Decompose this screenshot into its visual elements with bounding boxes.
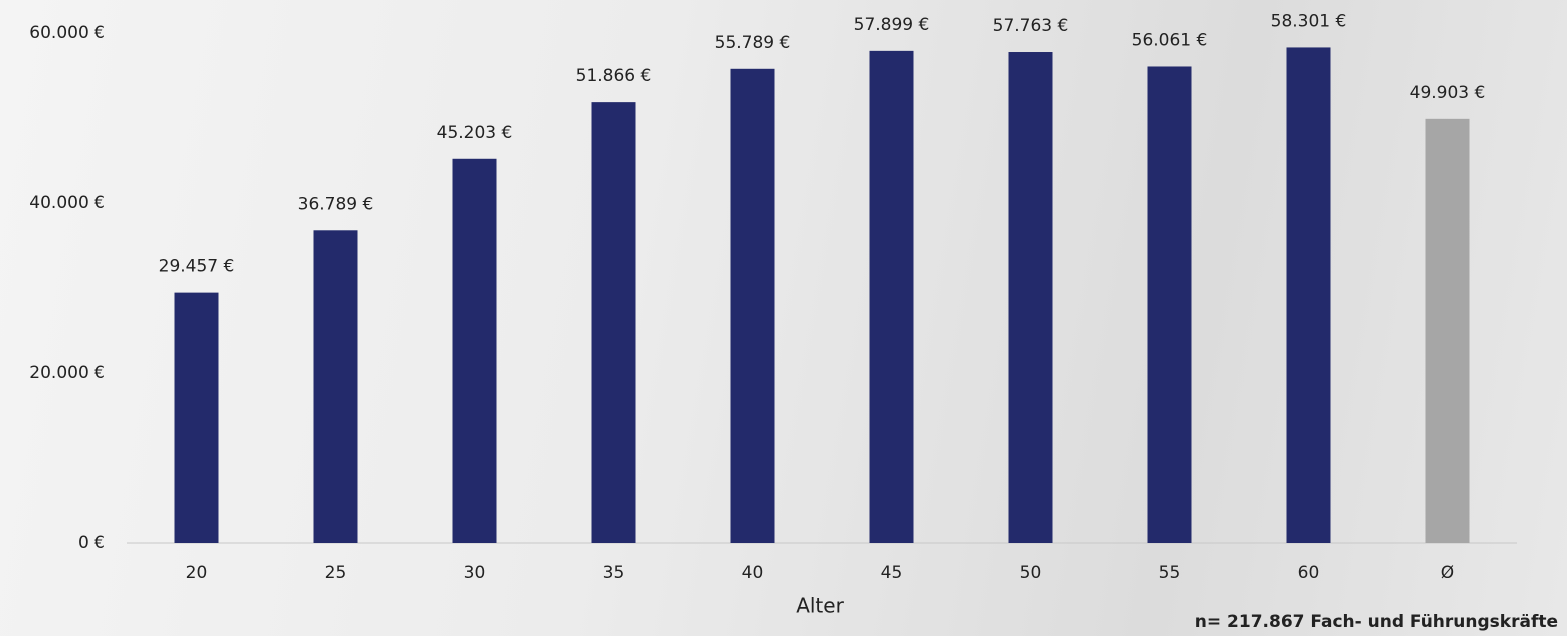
- x-tick-label: 35: [603, 563, 625, 583]
- bar: [731, 69, 775, 543]
- x-tick-label: 30: [464, 563, 486, 583]
- value-label: 58.301 €: [1271, 11, 1347, 31]
- value-label: 57.899 €: [854, 15, 930, 35]
- y-tick-label: 0 €: [78, 533, 105, 553]
- bar: [314, 230, 358, 543]
- x-tick-label: 25: [325, 563, 347, 583]
- y-tick-label: 60.000 €: [29, 23, 105, 43]
- value-label: 45.203 €: [437, 123, 513, 143]
- y-tick-label: 20.000 €: [29, 363, 105, 383]
- value-label: 51.866 €: [576, 66, 652, 86]
- bar: [1009, 52, 1053, 543]
- value-label: 57.763 €: [993, 16, 1069, 36]
- x-tick-label: 20: [186, 563, 208, 583]
- value-label: 56.061 €: [1132, 30, 1208, 50]
- bar: [870, 51, 914, 543]
- bar: [175, 293, 219, 543]
- bar: [592, 102, 636, 543]
- value-label: 36.789 €: [298, 194, 374, 214]
- x-tick-label: 60: [1298, 563, 1320, 583]
- x-tick-label: 50: [1020, 563, 1042, 583]
- value-label: 55.789 €: [715, 33, 791, 53]
- x-axis-label: Alter: [796, 594, 844, 618]
- bar: [1287, 47, 1331, 543]
- bar: [1426, 119, 1470, 543]
- value-label: 49.903 €: [1410, 83, 1486, 103]
- bar: [453, 159, 497, 543]
- x-tick-label: 55: [1159, 563, 1181, 583]
- x-tick-label: Ø: [1441, 563, 1454, 583]
- footnote: n= 217.867 Fach- und Führungskräfte: [1195, 612, 1558, 632]
- y-tick-label: 40.000 €: [29, 193, 105, 213]
- bar: [1148, 66, 1192, 543]
- x-tick-label: 45: [881, 563, 903, 583]
- x-tick-label: 40: [742, 563, 764, 583]
- chart: Alter n= 217.867 Fach- und Führungskräft…: [0, 0, 1567, 636]
- value-label: 29.457 €: [159, 257, 235, 277]
